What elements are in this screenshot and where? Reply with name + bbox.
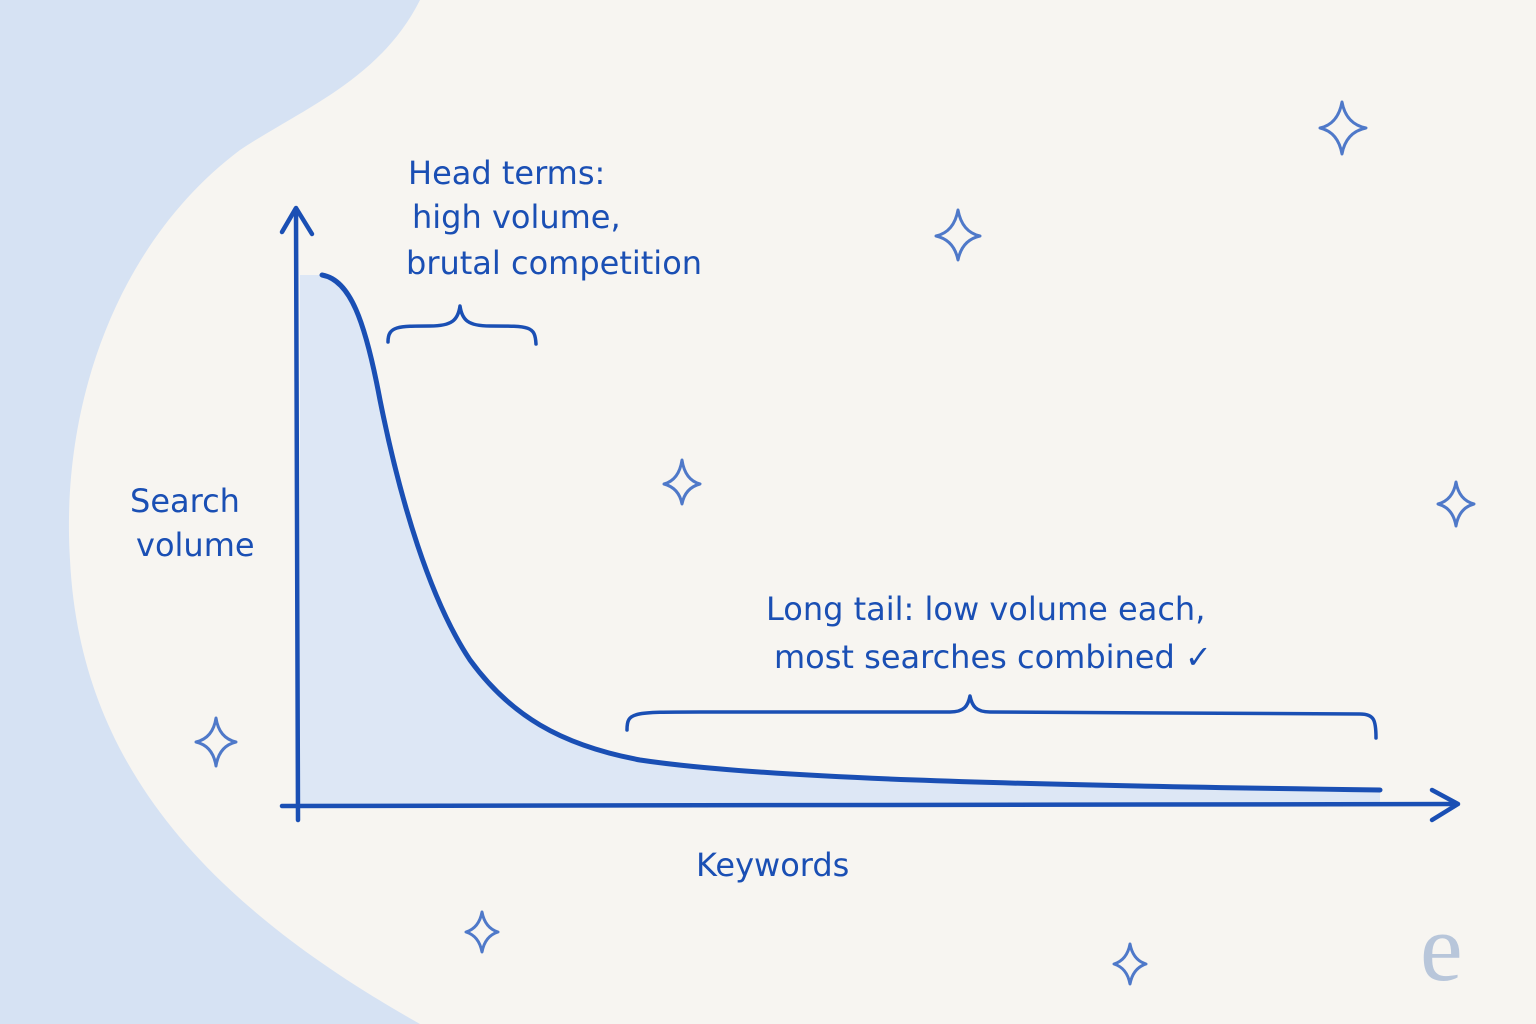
x-axis: [279, 801, 1458, 809]
annotation-line: brutal competition: [406, 244, 702, 282]
x-axis-arrow: [1429, 787, 1461, 823]
x-axis-label: Keywords: [696, 846, 849, 884]
tail-brace: [625, 694, 1378, 740]
logo: e: [1420, 894, 1463, 1001]
sparkle: [1436, 480, 1476, 528]
annotation-line: high volume,: [412, 198, 621, 236]
y-axis: [293, 207, 301, 823]
sparkle: [194, 716, 238, 768]
annotation-line: Head terms:: [408, 154, 605, 192]
y-axis-label: volume: [136, 526, 255, 564]
sparkle: [934, 208, 982, 262]
annotation-line: most searches combined ✓: [774, 638, 1212, 676]
y-axis-arrow: [279, 205, 315, 237]
long-tail-curve: [319, 272, 1383, 793]
curve-area: [300, 275, 1380, 805]
head-brace: [386, 304, 538, 346]
sparkle: [662, 458, 702, 506]
sparkles: [194, 100, 1476, 986]
sparkle: [1112, 942, 1148, 986]
y-axis-label: Search: [130, 482, 240, 520]
sparkle: [464, 910, 500, 954]
background-blob: [0, 0, 420, 1024]
annotation-line: Long tail: low volume each,: [766, 590, 1205, 628]
sparkle: [1318, 100, 1368, 156]
